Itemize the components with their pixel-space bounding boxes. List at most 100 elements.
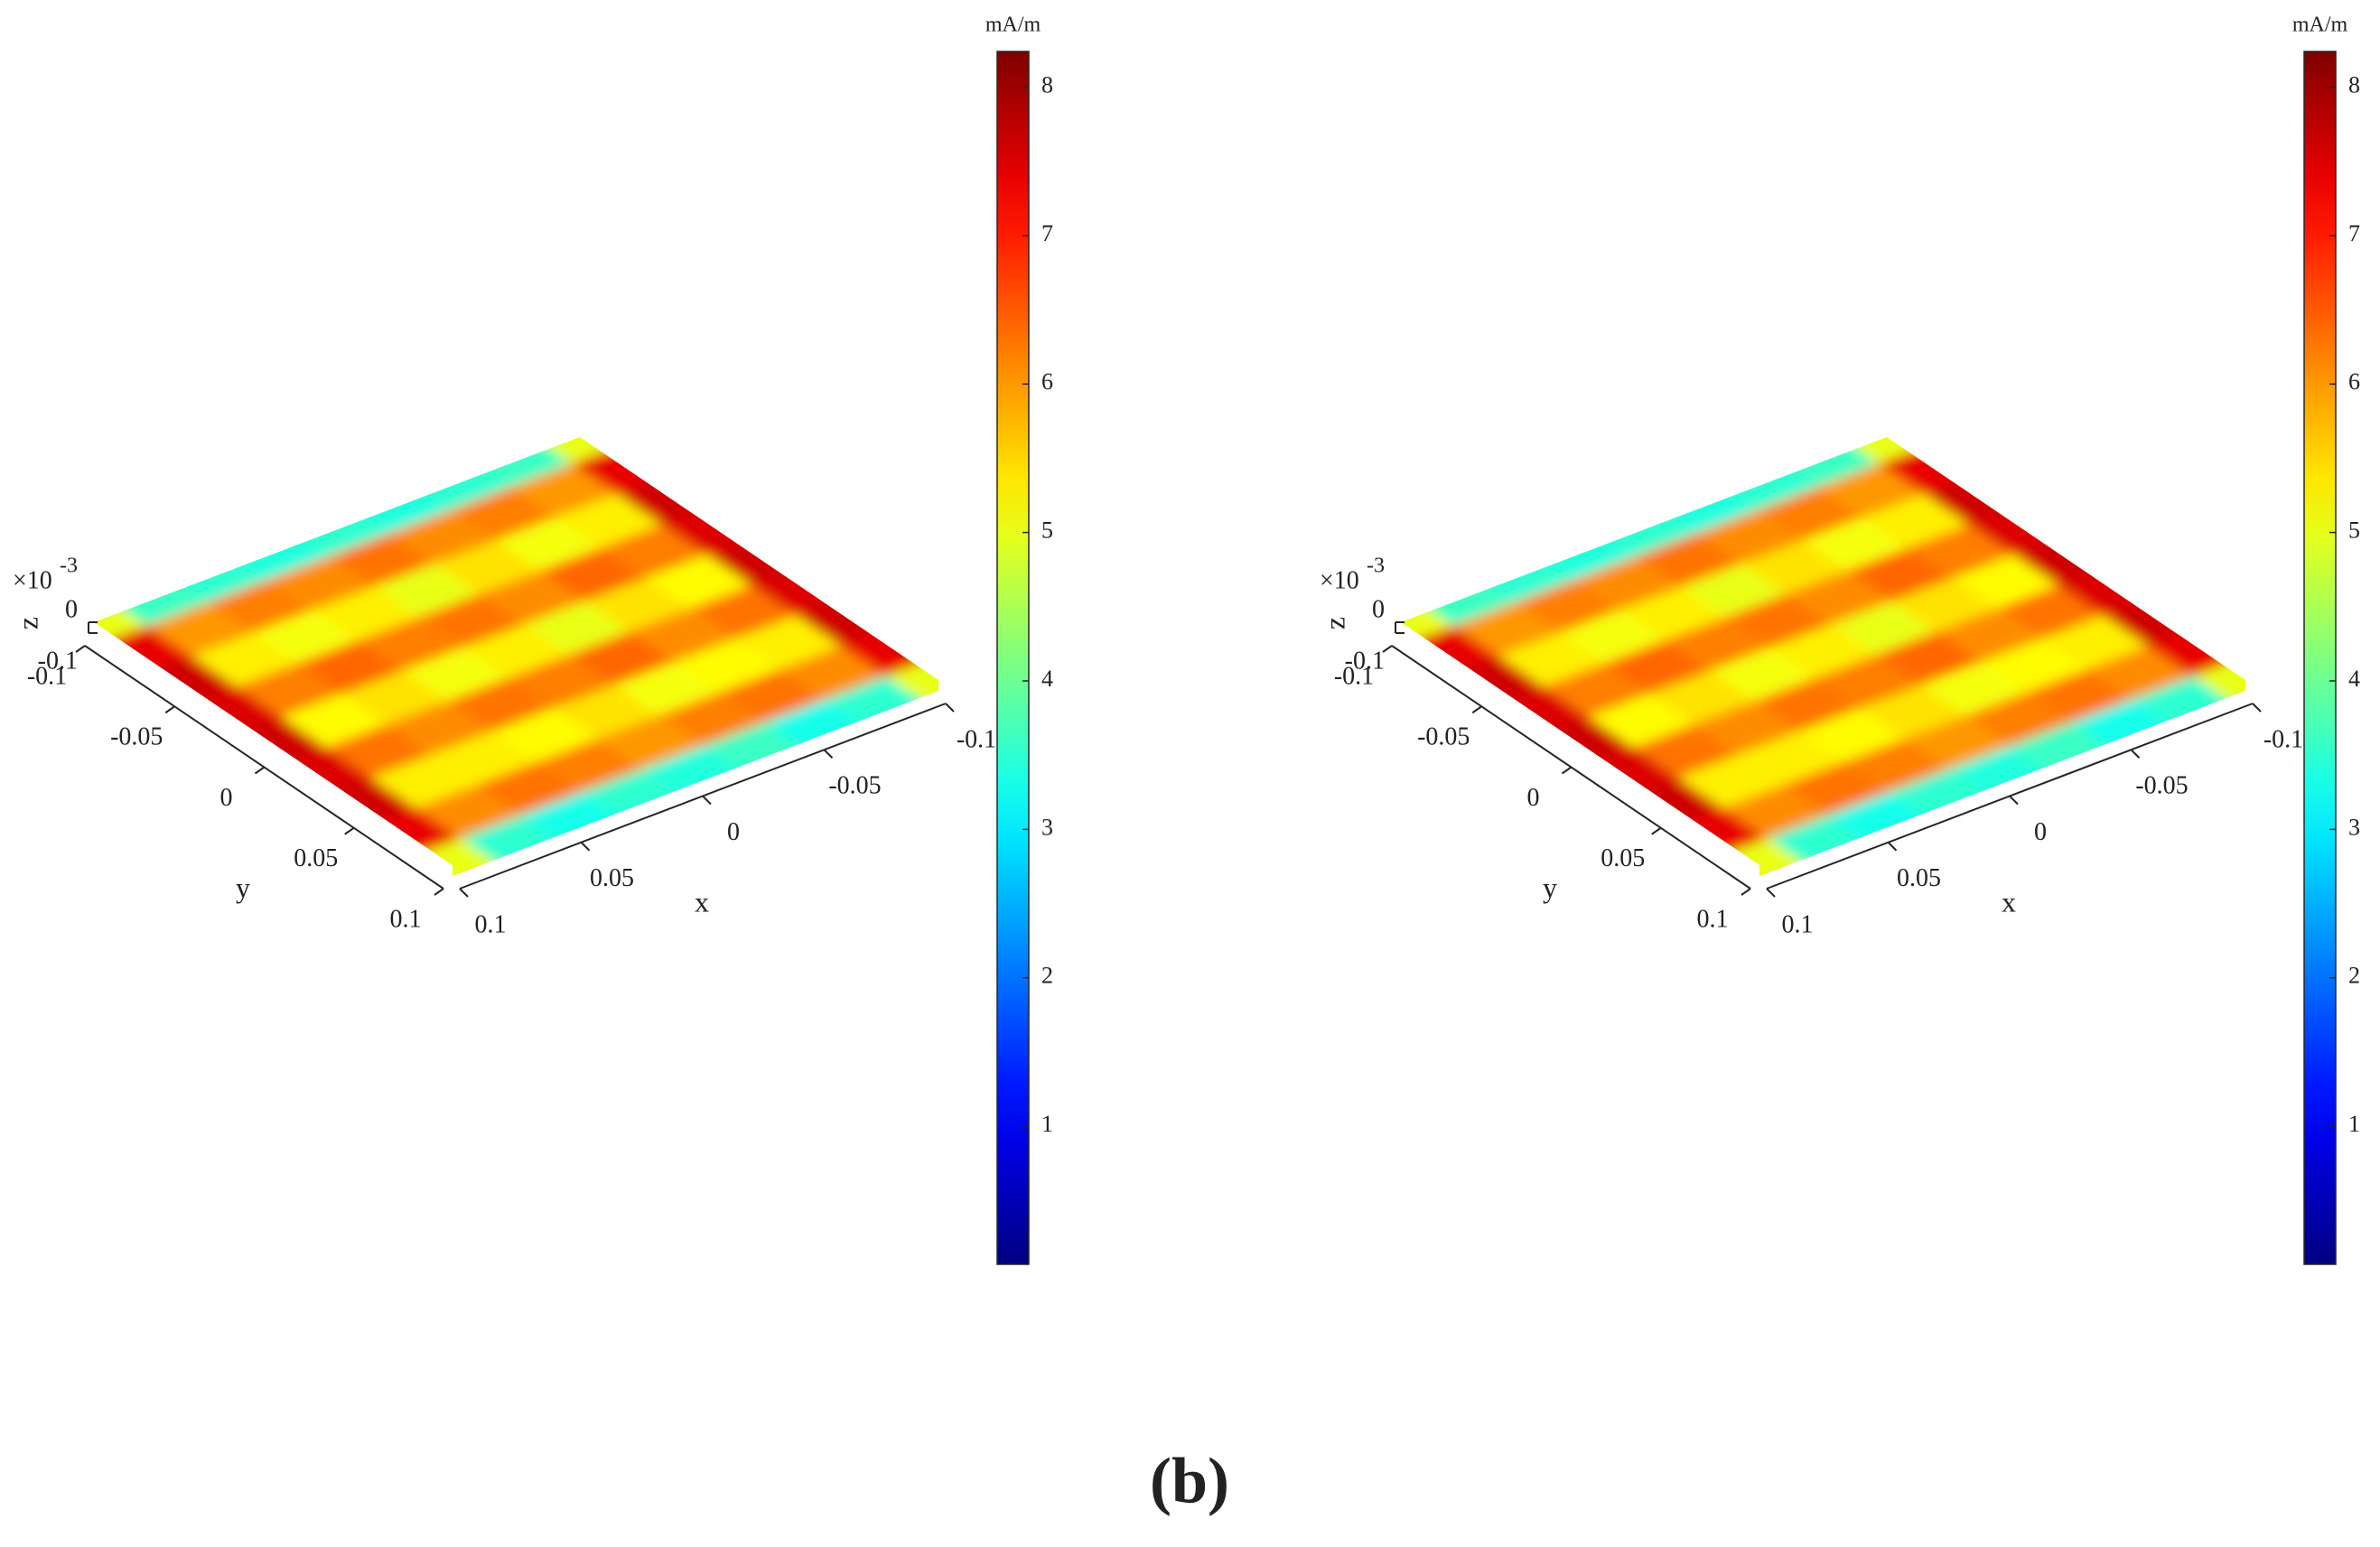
colorbar-tick-label: 2	[1041, 963, 1053, 989]
surface-cell	[597, 715, 704, 769]
colorbar-tick-label: 8	[1041, 71, 1053, 98]
y-tick	[75, 645, 86, 653]
colorbar-tick-label: 1	[1041, 1111, 1053, 1137]
surface-cell	[1588, 694, 1694, 748]
y-tick	[1741, 888, 1751, 896]
surface-cell	[447, 677, 554, 732]
surface-cell	[402, 648, 509, 702]
surface-cell	[779, 646, 886, 700]
side-cell	[725, 738, 877, 865]
surface-cell	[281, 694, 387, 748]
surface-cell	[1908, 524, 2014, 579]
surface-cell	[1920, 662, 2027, 716]
x-tick	[1766, 888, 1776, 898]
surface-cell	[553, 685, 659, 739]
surface-cell	[645, 554, 751, 609]
surface-cell	[1846, 547, 1953, 601]
surface-cell	[658, 692, 765, 746]
surface-cell	[1498, 633, 1604, 687]
surface-chart: -0.1 -0.05 0 0.05 0.1 -0.1 -0.05 0 0.05 0.1 -0.1 0 ×…	[1318, 14, 2360, 1265]
surface-cell	[1677, 754, 1784, 808]
surface-cell	[690, 585, 797, 639]
surface-cell	[236, 663, 342, 717]
surface-cell	[1636, 533, 1742, 587]
surface-cell	[1738, 731, 1844, 786]
y-tick	[1561, 766, 1573, 775]
surface-cell	[1815, 655, 1921, 709]
surface-cell	[1648, 670, 1755, 724]
surface-cell	[1831, 601, 1937, 655]
x-tick	[580, 842, 591, 852]
x-tick-label: 0.05	[590, 864, 634, 892]
surface-cell	[2086, 646, 2193, 700]
surface-cell	[735, 615, 841, 669]
colorbar-tick-label: 3	[1041, 814, 1053, 840]
surface-cell	[434, 540, 540, 594]
surface-cell	[1802, 517, 1909, 572]
y-tick	[1471, 705, 1482, 714]
z-axis-label: z	[1318, 617, 1350, 629]
surface-cell	[313, 586, 419, 640]
surface-cell	[415, 785, 522, 839]
surface-cell	[1799, 708, 1905, 762]
y-tick-label: 0	[220, 784, 233, 812]
y-tick-label: -0.1	[27, 662, 67, 690]
z-scale-exponent: -3	[60, 554, 78, 578]
surface-cell	[1725, 593, 1832, 648]
surface-cell	[1862, 494, 1969, 548]
z-tick-label: -0.1	[38, 647, 78, 675]
surface-cell	[513, 437, 651, 464]
surface-cell	[387, 701, 493, 755]
surface-cell	[2026, 669, 2133, 723]
surface-cell	[463, 624, 569, 678]
surface-cell	[1891, 578, 1998, 632]
surface-cell	[450, 487, 556, 541]
surface-cell	[325, 723, 432, 778]
surface-cell	[1817, 463, 1924, 517]
surface-cell	[1843, 738, 1950, 793]
colorbar	[996, 51, 1030, 1265]
colorbar-unit: mA/m	[2292, 14, 2348, 37]
surface-cell	[191, 633, 297, 687]
colorbar-tick-label: 2	[2348, 963, 2360, 989]
surface-field	[1401, 437, 2245, 876]
z-scale-exponent: -3	[1367, 554, 1385, 578]
surface-cell	[1694, 701, 1800, 755]
surface-cell	[2042, 615, 2148, 669]
y-tick-label: -0.05	[110, 723, 163, 751]
x-tick	[702, 795, 712, 806]
surface-cell	[495, 517, 602, 572]
surface-cell	[1937, 608, 2043, 662]
x-axis-label: x	[695, 885, 709, 918]
surface-cell	[1619, 586, 1726, 640]
surface-cell	[555, 494, 662, 548]
colorbar-unit: mA/m	[985, 14, 1041, 37]
surface-cell	[1543, 663, 1649, 717]
y-tick	[1382, 645, 1393, 653]
surface-cell	[358, 617, 464, 671]
colorbar-tick-label: 5	[2348, 517, 2360, 544]
y-axis-label: y	[236, 871, 250, 903]
surface-cell	[1875, 631, 1982, 685]
surface-cell	[1904, 715, 2011, 769]
surface-cell	[1680, 564, 1787, 618]
surface-field	[94, 437, 938, 876]
colorbar-tick-label: 7	[2348, 220, 2360, 247]
y-tick	[344, 826, 355, 835]
x-tick-label: 0	[2034, 818, 2047, 846]
surface-cell	[267, 556, 374, 610]
surface-cell	[539, 547, 646, 601]
y-tick	[434, 888, 444, 896]
z-tick-label: -0.1	[1345, 647, 1385, 675]
colorbar-tick-label: 4	[1041, 666, 1053, 692]
y-tick	[164, 705, 175, 714]
surface-cell	[296, 640, 403, 694]
surface-cell	[568, 631, 675, 685]
surface-cell	[373, 564, 480, 618]
surface-cell	[492, 708, 598, 762]
x-tick	[823, 749, 834, 759]
surface-cell	[524, 601, 630, 655]
y-tick	[254, 766, 266, 775]
surface-cell	[1981, 638, 2087, 693]
